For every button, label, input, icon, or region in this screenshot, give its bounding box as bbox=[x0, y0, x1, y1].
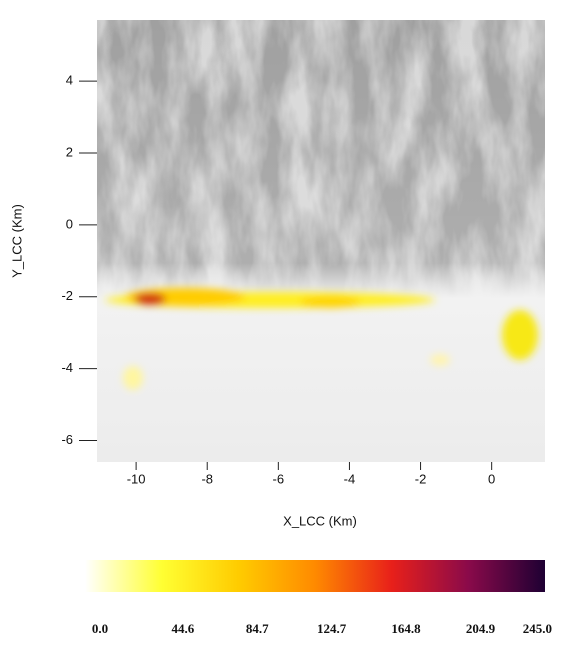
y-axis-label: Y_LCC (Km) bbox=[9, 204, 24, 278]
y-tick-label: 2 bbox=[66, 144, 73, 159]
colorbar-tick-label: 84.7 bbox=[246, 621, 269, 636]
colorbar-tick-label: 245.0 bbox=[523, 621, 552, 636]
y-tick-label: 4 bbox=[66, 73, 73, 88]
y-tick-label: -4 bbox=[61, 360, 73, 375]
colorbar-tick-label: 164.8 bbox=[391, 621, 421, 636]
colorbar-tick-label: 44.6 bbox=[171, 621, 194, 636]
y-tick-label: 0 bbox=[66, 216, 73, 231]
x-tick-label: -4 bbox=[344, 471, 356, 486]
colorbar bbox=[85, 560, 545, 592]
x-tick-label: -2 bbox=[415, 471, 427, 486]
colorbar-tick-label: 204.9 bbox=[466, 621, 496, 636]
x-tick-label: -8 bbox=[201, 471, 213, 486]
terrain-map bbox=[97, 20, 545, 462]
colorbar-tick-label: 0.0 bbox=[92, 621, 108, 636]
y-tick-label: -2 bbox=[61, 288, 73, 303]
x-tick-label: -6 bbox=[273, 471, 285, 486]
y-tick-label: -6 bbox=[61, 432, 73, 447]
colorbar-tick-label: 124.7 bbox=[317, 621, 347, 636]
x-tick-label: -10 bbox=[127, 471, 146, 486]
x-tick-label: 0 bbox=[488, 471, 495, 486]
x-axis-label: X_LCC (Km) bbox=[283, 513, 357, 528]
